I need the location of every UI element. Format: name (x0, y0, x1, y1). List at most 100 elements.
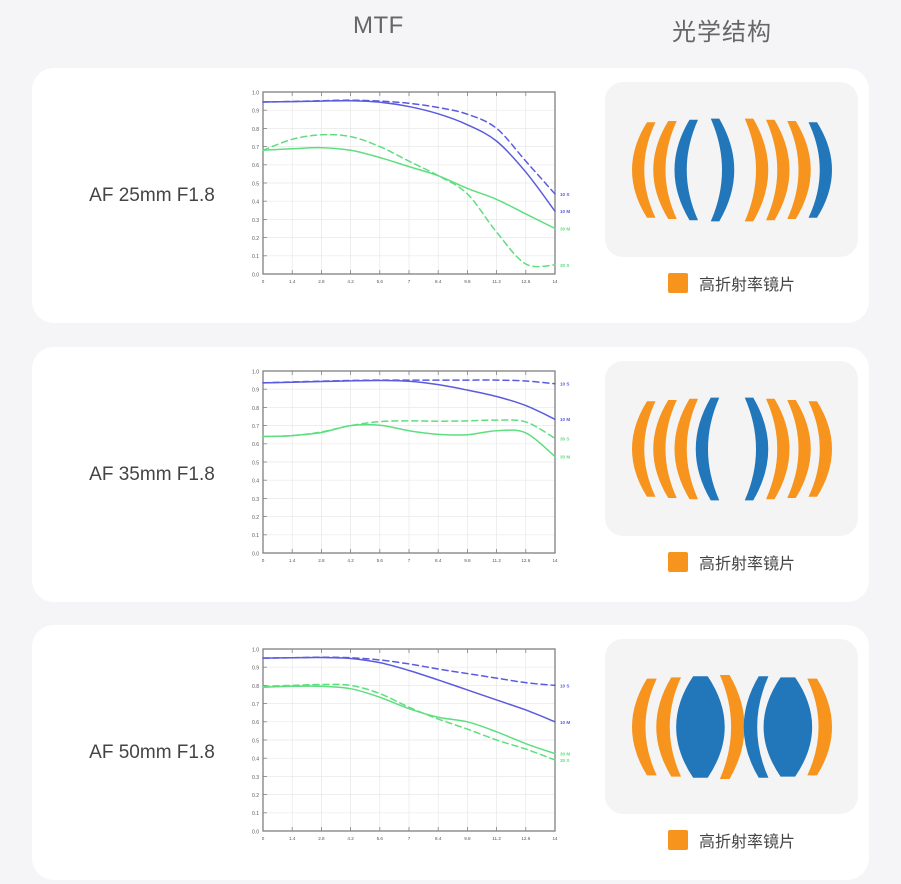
svg-text:11.2: 11.2 (492, 279, 501, 284)
legend-label: 高折射率镜片 (698, 556, 795, 573)
svg-text:11.2: 11.2 (492, 836, 501, 841)
svg-text:0.1: 0.1 (252, 254, 259, 260)
legend: 高折射率镜片 (667, 271, 795, 295)
optical-structure-panel: 高折射率镜片 (605, 639, 858, 866)
header-mtf: MTF (353, 12, 404, 39)
svg-text:0.1: 0.1 (252, 533, 259, 539)
svg-text:0.7: 0.7 (252, 424, 259, 430)
lens-diagram (605, 639, 858, 814)
svg-text:0.9: 0.9 (252, 666, 259, 672)
svg-text:0.3: 0.3 (252, 218, 259, 224)
svg-text:30 M: 30 M (560, 752, 570, 757)
lens-card: AF 35mm F1.8 0.0 0.1 0.2 0.3 0.4 0.5 0.6 0.7 0.8… (32, 347, 869, 602)
svg-text:1.0: 1.0 (252, 90, 259, 96)
svg-text:0.2: 0.2 (252, 515, 259, 521)
svg-text:8.4: 8.4 (435, 836, 442, 841)
svg-text:7: 7 (408, 836, 411, 841)
svg-text:0.2: 0.2 (252, 793, 259, 799)
svg-text:0.9: 0.9 (252, 388, 259, 394)
lens-card: AF 50mm F1.8 0.0 0.1 0.2 0.3 0.4 0.5 0.6 0.7 0.8… (32, 625, 869, 880)
svg-text:30 M: 30 M (560, 227, 570, 232)
svg-text:12.6: 12.6 (521, 279, 530, 284)
svg-text:14: 14 (552, 836, 558, 841)
svg-text:0: 0 (262, 279, 265, 284)
svg-text:7: 7 (408, 558, 411, 563)
svg-text:9.8: 9.8 (464, 558, 471, 563)
svg-text:0.6: 0.6 (252, 442, 259, 448)
legend-swatch-icon (667, 273, 688, 293)
legend-swatch-icon (667, 830, 688, 850)
lens-model-name: AF 25mm F1.8 (89, 184, 215, 206)
svg-text:2.8: 2.8 (318, 558, 325, 563)
svg-text:0.4: 0.4 (252, 200, 259, 206)
legend-label: 高折射率镜片 (698, 834, 795, 851)
svg-text:0.4: 0.4 (252, 479, 259, 485)
svg-text:30 S: 30 S (560, 758, 569, 763)
svg-text:10 M: 10 M (560, 720, 570, 725)
mtf-chart: 0.0 0.1 0.2 0.3 0.4 0.5 0.6 0.7 0.8 0.9 1.0 0 1.4 2.8… (237, 639, 587, 864)
svg-text:0.6: 0.6 (252, 163, 259, 169)
svg-text:1.0: 1.0 (252, 369, 259, 375)
svg-text:0: 0 (262, 558, 265, 563)
svg-text:30 S: 30 S (560, 263, 569, 268)
svg-text:0.1: 0.1 (252, 811, 259, 817)
svg-text:10 S: 10 S (560, 192, 569, 197)
svg-text:0.0: 0.0 (252, 829, 259, 835)
svg-text:4.2: 4.2 (347, 558, 354, 563)
svg-text:30 S: 30 S (560, 436, 569, 441)
lens-diagram (605, 82, 858, 257)
svg-text:1.4: 1.4 (289, 836, 296, 841)
svg-text:2.8: 2.8 (318, 836, 325, 841)
svg-text:2.8: 2.8 (318, 279, 325, 284)
svg-text:0.5: 0.5 (252, 738, 259, 744)
svg-text:0.7: 0.7 (252, 145, 259, 151)
svg-text:8.4: 8.4 (435, 279, 442, 284)
svg-text:0.5: 0.5 (252, 460, 259, 466)
legend-label: 高折射率镜片 (698, 277, 795, 294)
svg-text:0.8: 0.8 (252, 127, 259, 133)
header-optical-structure: 光学结构 (672, 19, 772, 46)
legend-swatch-icon (667, 552, 688, 572)
svg-text:12.6: 12.6 (521, 558, 530, 563)
svg-text:0.3: 0.3 (252, 497, 259, 503)
legend: 高折射率镜片 (667, 550, 795, 574)
lens-model-name: AF 50mm F1.8 (89, 741, 215, 763)
svg-text:0.5: 0.5 (252, 181, 259, 187)
optical-structure-panel: 高折射率镜片 (605, 82, 858, 309)
svg-text:0.7: 0.7 (252, 702, 259, 708)
svg-text:12.6: 12.6 (521, 836, 530, 841)
svg-text:5.6: 5.6 (377, 558, 384, 563)
svg-text:0.4: 0.4 (252, 757, 259, 763)
svg-text:14: 14 (552, 558, 558, 563)
svg-text:1.4: 1.4 (289, 279, 296, 284)
svg-text:10 M: 10 M (560, 417, 570, 422)
svg-text:0.0: 0.0 (252, 551, 259, 557)
svg-text:30 M: 30 M (560, 455, 570, 460)
svg-text:7: 7 (408, 279, 411, 284)
svg-text:0.9: 0.9 (252, 109, 259, 115)
svg-text:5.6: 5.6 (377, 279, 384, 284)
column-headers: MTF 光学结构 (0, 0, 901, 58)
svg-text:10 S: 10 S (560, 382, 569, 387)
svg-text:10 S: 10 S (560, 683, 569, 688)
lens-card: AF 25mm F1.8 0.0 0.1 0.2 0.3 0.4 0.5 0.6 0.7 0.8… (32, 68, 869, 323)
svg-text:0.3: 0.3 (252, 775, 259, 781)
svg-text:0.0: 0.0 (252, 272, 259, 278)
svg-text:1.0: 1.0 (252, 647, 259, 653)
svg-text:0.8: 0.8 (252, 684, 259, 690)
svg-text:8.4: 8.4 (435, 558, 442, 563)
legend: 高折射率镜片 (667, 828, 795, 852)
svg-text:0: 0 (262, 836, 265, 841)
svg-text:10 M: 10 M (560, 209, 570, 214)
svg-text:9.8: 9.8 (464, 279, 471, 284)
optical-structure-panel: 高折射率镜片 (605, 361, 858, 588)
svg-text:5.6: 5.6 (377, 836, 384, 841)
svg-text:14: 14 (552, 279, 558, 284)
svg-text:0.6: 0.6 (252, 720, 259, 726)
svg-text:1.4: 1.4 (289, 558, 296, 563)
svg-text:0.2: 0.2 (252, 236, 259, 242)
mtf-chart: 0.0 0.1 0.2 0.3 0.4 0.5 0.6 0.7 0.8 0.9 1.0 0 1.4 2.8… (237, 361, 587, 586)
svg-text:9.8: 9.8 (464, 836, 471, 841)
svg-text:4.2: 4.2 (347, 836, 354, 841)
